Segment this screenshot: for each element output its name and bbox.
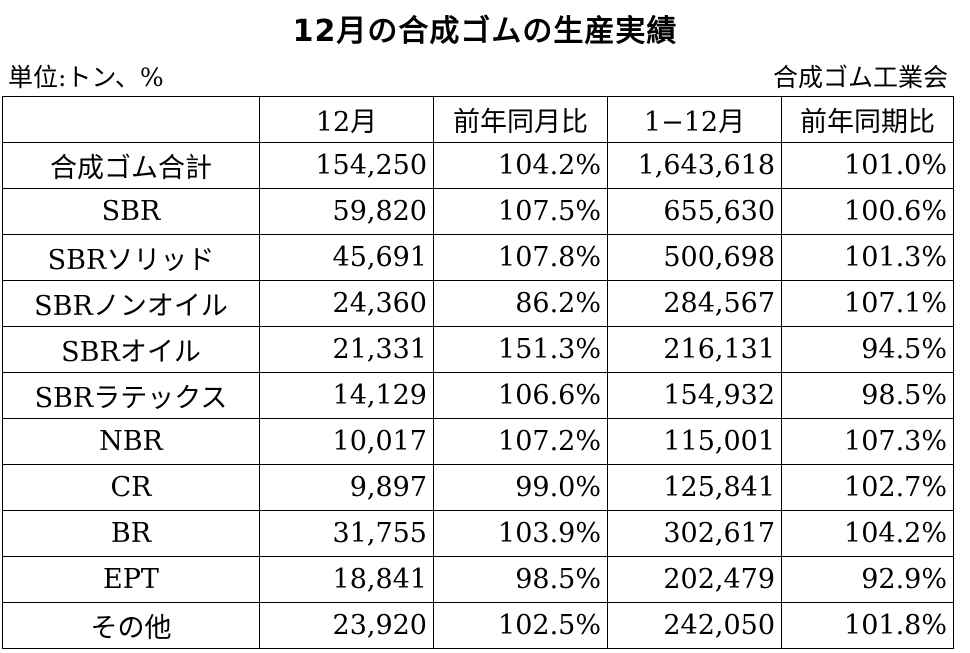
december-yoy-value: 107.8% (433, 234, 608, 281)
december-value: 14,129 (259, 372, 434, 419)
header-cell-december-yoy: 前年同月比 (433, 96, 608, 143)
table-row: SBRソリッド 45,691 107.8% 500,698 101.3% (2, 234, 954, 281)
row-name: SBRソリッド (2, 234, 260, 281)
december-yoy-value: 102.5% (433, 602, 608, 649)
source-label: 合成ゴム工業会 (772, 63, 948, 92)
ytd-yoy-value: 104.2% (781, 510, 954, 557)
december-value: 31,755 (259, 510, 434, 557)
row-name: SBRラテックス (2, 372, 260, 419)
row-name: BR (2, 510, 260, 557)
header-cell-year-to-date: 1−12月 (607, 96, 782, 143)
ytd-yoy-value: 92.9% (781, 556, 954, 603)
ytd-value: 284,567 (607, 280, 782, 327)
december-yoy-value: 107.5% (433, 188, 608, 235)
table-header-row: 12月 前年同月比 1−12月 前年同期比 (2, 96, 954, 143)
december-yoy-value: 103.9% (433, 510, 608, 557)
header-cell-year-to-date-yoy: 前年同期比 (781, 96, 954, 143)
december-yoy-value: 86.2% (433, 280, 608, 327)
december-value: 10,017 (259, 418, 434, 465)
header-cell-december: 12月 (259, 96, 434, 143)
header-cell-blank (2, 96, 260, 143)
ytd-yoy-value: 101.0% (781, 142, 954, 189)
row-name: SBRオイル (2, 326, 260, 373)
ytd-value: 216,131 (607, 326, 782, 373)
table-row: CR 9,897 99.0% 125,841 102.7% (2, 464, 954, 511)
ytd-yoy-value: 94.5% (781, 326, 954, 373)
ytd-value: 115,001 (607, 418, 782, 465)
table-row: その他 23,920 102.5% 242,050 101.8% (2, 602, 954, 649)
unit-label: 単位:トン、% (8, 63, 164, 92)
ytd-yoy-value: 107.1% (781, 280, 954, 327)
ytd-yoy-value: 98.5% (781, 372, 954, 419)
table-row: SBRノンオイル 24,360 86.2% 284,567 107.1% (2, 280, 954, 327)
ytd-value: 242,050 (607, 602, 782, 649)
december-value: 9,897 (259, 464, 434, 511)
row-name: NBR (2, 418, 260, 465)
ytd-yoy-value: 101.8% (781, 602, 954, 649)
december-yoy-value: 106.6% (433, 372, 608, 419)
ytd-value: 125,841 (607, 464, 782, 511)
row-name: 合成ゴム合計 (2, 142, 260, 189)
table-row: SBR 59,820 107.5% 655,630 100.6% (2, 188, 954, 235)
row-name: その他 (2, 602, 260, 649)
production-table: 12月 前年同月比 1−12月 前年同期比 合成ゴム合計 154,250 104… (2, 96, 954, 649)
december-value: 21,331 (259, 326, 434, 373)
ytd-yoy-value: 100.6% (781, 188, 954, 235)
ytd-value: 655,630 (607, 188, 782, 235)
december-value: 23,920 (259, 602, 434, 649)
row-name: CR (2, 464, 260, 511)
row-name: SBR (2, 188, 260, 235)
table-row: BR 31,755 103.9% 302,617 104.2% (2, 510, 954, 557)
ytd-yoy-value: 107.3% (781, 418, 954, 465)
table-row: NBR 10,017 107.2% 115,001 107.3% (2, 418, 954, 465)
december-value: 24,360 (259, 280, 434, 327)
table-row: SBRオイル 21,331 151.3% 216,131 94.5% (2, 326, 954, 373)
table-row: EPT 18,841 98.5% 202,479 92.9% (2, 556, 954, 603)
ytd-value: 154,932 (607, 372, 782, 419)
december-yoy-value: 104.2% (433, 142, 608, 189)
ytd-value: 202,479 (607, 556, 782, 603)
page-title: 12月の合成ゴムの生産実績 (292, 14, 678, 49)
december-yoy-value: 107.2% (433, 418, 608, 465)
december-value: 45,691 (259, 234, 434, 281)
table-row: 合成ゴム合計 154,250 104.2% 1,643,618 101.0% (2, 142, 954, 189)
december-yoy-value: 151.3% (433, 326, 608, 373)
ytd-value: 302,617 (607, 510, 782, 557)
ytd-value: 1,643,618 (607, 142, 782, 189)
december-yoy-value: 98.5% (433, 556, 608, 603)
december-yoy-value: 99.0% (433, 464, 608, 511)
ytd-yoy-value: 102.7% (781, 464, 954, 511)
ytd-yoy-value: 101.3% (781, 234, 954, 281)
row-name: SBRノンオイル (2, 280, 260, 327)
december-value: 154,250 (259, 142, 434, 189)
row-name: EPT (2, 556, 260, 603)
table-row: SBRラテックス 14,129 106.6% 154,932 98.5% (2, 372, 954, 419)
december-value: 18,841 (259, 556, 434, 603)
december-value: 59,820 (259, 188, 434, 235)
ytd-value: 500,698 (607, 234, 782, 281)
